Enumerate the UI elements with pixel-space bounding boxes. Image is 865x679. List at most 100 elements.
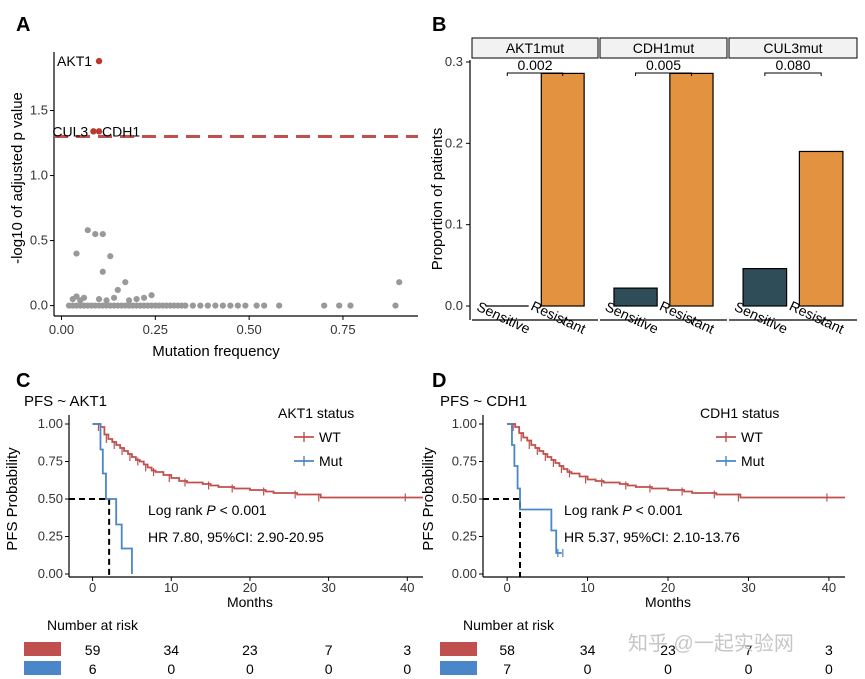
nonsignificant-point [99, 230, 106, 238]
risk-count: 0 [167, 661, 175, 677]
x-tick-label: 40 [822, 580, 836, 595]
significant-point [95, 128, 103, 135]
x-tick-label: 0 [504, 580, 511, 595]
nonsignificant-point [197, 302, 204, 309]
x-tick-label: 30 [321, 580, 335, 595]
nonsignificant-point [122, 279, 129, 286]
bar-sensitive [613, 287, 658, 307]
nonsignificant-point [227, 302, 234, 309]
plot-title: PFS ~ CDH1 [440, 393, 527, 410]
facet-strip [728, 37, 858, 59]
risk-row-color-key [24, 642, 61, 656]
y-axis-title: PFS Probability [4, 447, 21, 551]
x-tick-label: 0 [89, 580, 96, 595]
gene-label: CUL3 [52, 123, 88, 139]
y-tick-label: 0.0 [445, 298, 463, 313]
nonsignificant-point [392, 302, 399, 309]
median-survival-line [69, 498, 111, 577]
x-tick-label: 20 [243, 580, 257, 595]
y-tick-label: 0.75 [452, 454, 477, 469]
panel-letter-a: A [16, 14, 30, 36]
legend-title: AKT1 status [278, 405, 354, 421]
log-rank-stat: Log rank P < 0.001 [148, 502, 267, 518]
facet-strip [599, 37, 728, 59]
legend-label-mut: Mut [319, 453, 342, 469]
bar-resistant [798, 150, 844, 307]
y-tick-label: 0.75 [38, 454, 63, 469]
legend-label-wt: WT [741, 429, 763, 445]
nonsignificant-point [133, 295, 140, 303]
x-tick-label: 0.25 [143, 322, 168, 337]
panel-letter-d: D [432, 370, 446, 392]
risk-count: 3 [825, 642, 833, 658]
panel-letter-c: C [16, 370, 30, 392]
risk-count: 3 [403, 642, 411, 658]
x-axis-title: Mutation frequency [152, 343, 280, 360]
nonsignificant-point [212, 302, 219, 309]
y-tick-label: 1.00 [38, 416, 63, 431]
y-tick-label: 1.5 [30, 103, 48, 118]
risk-count: 6 [89, 661, 97, 677]
significance-bracket [764, 72, 822, 76]
facet-strip [471, 37, 599, 59]
bar-sensitive [742, 267, 788, 307]
risk-count: 23 [660, 642, 676, 658]
x-axis-title: Months [227, 594, 273, 610]
nonsignificant-point [107, 253, 114, 260]
nonsignificant-point [242, 302, 249, 309]
x-tick-label: 0.00 [49, 322, 74, 337]
nonsignificant-point [73, 250, 80, 257]
nonsignificant-point [103, 297, 110, 304]
nonsignificant-point [92, 230, 99, 238]
nonsignificant-point [73, 293, 80, 300]
y-tick-label: 1.0 [30, 168, 48, 183]
nonsignificant-point [80, 294, 88, 301]
km-curve-wt [92, 423, 423, 499]
risk-count: 0 [584, 661, 592, 677]
log-rank-stat: Log rank P < 0.001 [564, 502, 683, 518]
significance-bracket [506, 72, 564, 76]
p-value-label: 0.002 [517, 57, 552, 73]
panel-a-volcano-plot: 0.00 0.25 0.50 0.75 0.0 0.5 1.0 1.5 Mutation fre… [9, 52, 418, 360]
risk-count: 7 [503, 661, 511, 677]
x-tick-label: 0.50 [236, 322, 261, 337]
risk-count: 0 [403, 661, 411, 677]
risk-count: 0 [664, 661, 672, 677]
x-tick-label: Sensitive [475, 298, 533, 337]
nonsignificant-point [182, 302, 189, 309]
gene-label: CDH1 [102, 123, 140, 139]
facet-label: AKT1mut [506, 40, 564, 56]
nonsignificant-point [253, 302, 260, 309]
y-tick-label: 0.50 [452, 491, 477, 506]
nonsignificant-point [84, 227, 91, 234]
risk-count: 0 [825, 661, 833, 677]
x-tick-label: 10 [164, 580, 178, 595]
significant-point [95, 57, 103, 65]
nonsignificant-point [125, 297, 133, 304]
risk-table-title: Number at risk [463, 617, 555, 633]
y-tick-label: 0.2 [445, 135, 463, 150]
risk-count: 34 [163, 642, 179, 658]
risk-count: 34 [580, 642, 596, 658]
risk-count: 7 [325, 642, 333, 658]
panel-letter-b: B [432, 14, 446, 36]
y-axis-title: Proportion of patients [429, 128, 446, 271]
y-tick-label: 0.00 [38, 566, 63, 581]
risk-count: 0 [745, 661, 753, 677]
risk-count: 0 [325, 661, 333, 677]
nonsignificant-point [261, 302, 268, 309]
bar-resistant [540, 72, 585, 307]
legend-label-wt: WT [319, 429, 341, 445]
p-value-label: 0.005 [646, 57, 681, 73]
x-tick-label: 10 [580, 580, 594, 595]
nonsignificant-point [114, 286, 121, 294]
panel-b-bar-chart: 0.0 0.1 0.2 0.3 Proportion of patients AKT1mu… [429, 37, 858, 337]
nonsignificant-point [234, 302, 241, 309]
x-tick-label: 20 [661, 580, 675, 595]
risk-count: 23 [242, 642, 258, 658]
y-axis-title: PFS Probability [420, 447, 437, 551]
y-axis-title: -log10 of adjusted p value [9, 92, 26, 264]
y-tick-label: 0.5 [30, 233, 48, 248]
significance-bracket [635, 72, 692, 76]
